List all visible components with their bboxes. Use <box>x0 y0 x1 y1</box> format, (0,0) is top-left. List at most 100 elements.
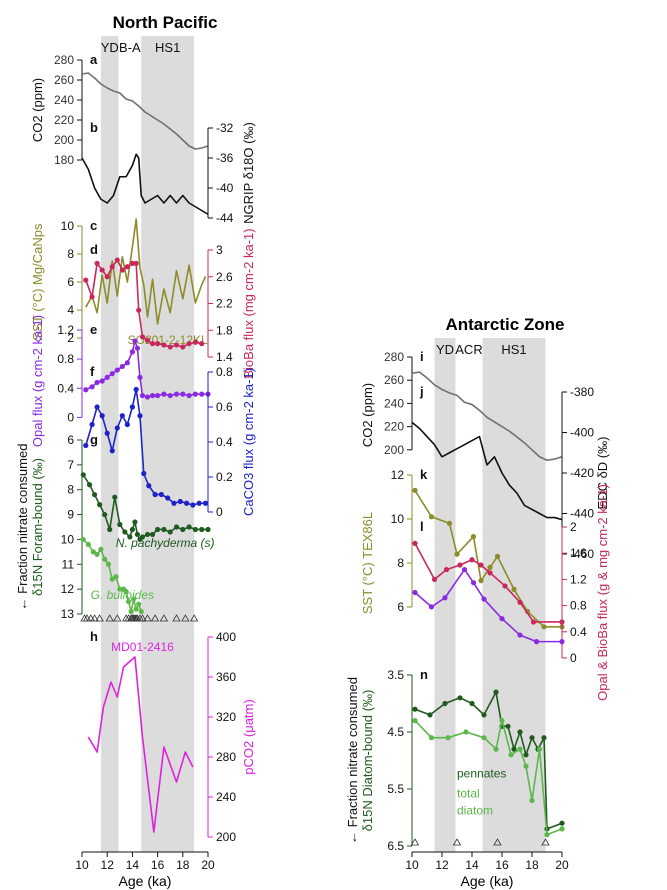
data-point <box>494 553 501 560</box>
x-tick-label: 10 <box>75 858 89 872</box>
x-tick-label: 12 <box>101 858 115 872</box>
data-point <box>102 511 108 518</box>
data-point <box>469 700 475 707</box>
data-point <box>192 391 198 397</box>
species-label-npachy: N. pachyderma (s) <box>116 536 215 550</box>
y-tick-label: 0.8 <box>570 599 587 613</box>
right-interval-labels: YD ACR HS1 <box>436 342 527 357</box>
data-point <box>89 421 95 428</box>
data-point <box>523 763 529 769</box>
y-tick-label: 0.4 <box>570 625 587 639</box>
data-point <box>155 392 161 399</box>
y-label-extra-n: ← Fraction nitrate consumed <box>345 677 360 844</box>
data-point <box>99 378 105 384</box>
data-point <box>192 339 198 345</box>
data-point <box>98 546 104 552</box>
y-tick-label: 11 <box>62 557 75 571</box>
interval-label: HS1 <box>501 342 526 357</box>
right-x-label: Age (ka) <box>461 873 514 889</box>
data-point <box>132 519 138 525</box>
data-point <box>122 529 128 535</box>
y-label-b: NGRIP δ18O (‰) <box>241 122 256 224</box>
data-point <box>470 580 477 586</box>
panel-letter-i: i <box>420 349 424 364</box>
date-marker-triangle <box>90 614 99 622</box>
data-point <box>89 384 95 390</box>
data-point <box>457 695 463 701</box>
x-tick-label: 20 <box>201 858 215 872</box>
row-a: 280 260 240 220 200 180 a CO2 (ppm) <box>30 52 209 167</box>
data-point <box>134 531 141 538</box>
row-j: -380 -400 -420 -440 -460 j EDC δD (‰) <box>411 384 610 561</box>
data-point <box>412 706 418 712</box>
data-point <box>139 334 146 340</box>
data-point <box>126 598 132 605</box>
y-tick-label: 5.5 <box>387 782 404 796</box>
y-tick-label: 1.6 <box>570 546 587 560</box>
data-point <box>428 514 435 520</box>
y-tick-label: 0.8 <box>57 352 74 366</box>
data-point <box>481 596 487 602</box>
y-tick-label: 1.2 <box>570 572 587 586</box>
data-point <box>478 578 484 584</box>
data-point <box>446 520 453 527</box>
data-point <box>536 746 543 752</box>
date-marker-triangle <box>541 838 550 846</box>
y-tick-label: 12 <box>61 582 75 596</box>
row-h: 400 360 320 280 240 200 h pCO2 (μatm) MD01-2416 <box>87 629 256 844</box>
data-point <box>152 491 158 498</box>
data-point <box>128 608 134 615</box>
panel-letter-e: e <box>90 322 97 337</box>
series-line-j-1 <box>411 421 563 521</box>
panel-letter-c: c <box>90 218 97 233</box>
y-tick-label: 1.8 <box>216 323 233 337</box>
data-point <box>199 391 205 397</box>
y-tick-label: 10 <box>61 532 75 546</box>
y-tick-label: 8 <box>67 483 74 497</box>
y-tick-label: 4 <box>67 303 74 317</box>
date-marker-triangle <box>172 614 181 622</box>
data-point <box>109 264 115 270</box>
y-tick-label: 0 <box>570 651 577 665</box>
data-point <box>180 391 186 397</box>
data-point <box>92 492 98 498</box>
data-point <box>508 752 514 758</box>
y-tick-label: 200 <box>216 830 236 844</box>
data-point <box>114 425 120 431</box>
data-point <box>124 360 130 366</box>
data-point <box>529 735 535 741</box>
x-tick-label: 20 <box>555 858 569 872</box>
date-marker-triangle <box>159 614 169 622</box>
y-tick-label: 13 <box>61 607 75 621</box>
data-point <box>190 502 196 508</box>
date-marker-triangle <box>138 614 147 622</box>
y-tick-label: 180 <box>54 153 74 167</box>
data-point <box>493 689 499 695</box>
series-label-pennates: pennates <box>457 767 506 781</box>
data-point <box>119 413 125 419</box>
data-point <box>133 386 139 393</box>
data-point <box>139 392 146 399</box>
data-point <box>183 500 190 506</box>
data-point <box>529 797 535 804</box>
row-i: 280 260 240 220 200 i CO2 (ppm) <box>360 349 563 462</box>
data-point <box>511 746 517 752</box>
date-marker-triangle <box>95 614 104 622</box>
y-tick-label: 0 <box>67 410 74 424</box>
data-point <box>133 260 139 266</box>
data-point <box>481 735 487 741</box>
data-point <box>469 557 475 563</box>
data-point <box>478 562 484 568</box>
series-line-k-1 <box>414 489 562 628</box>
data-point <box>412 589 418 596</box>
y-tick-label: 0.8 <box>216 365 233 379</box>
date-marker-triangle <box>143 614 152 622</box>
y-tick-label: 8 <box>397 556 404 570</box>
data-point <box>149 341 156 347</box>
panel-letter-j: j <box>419 384 424 399</box>
data-point <box>124 264 130 270</box>
interval-label: HS1 <box>155 40 180 55</box>
y-label-f: CaCO3 flux (g cm-2 ka-1) <box>241 368 256 516</box>
y-tick-label: 2.6 <box>216 270 233 284</box>
data-point <box>559 639 565 645</box>
